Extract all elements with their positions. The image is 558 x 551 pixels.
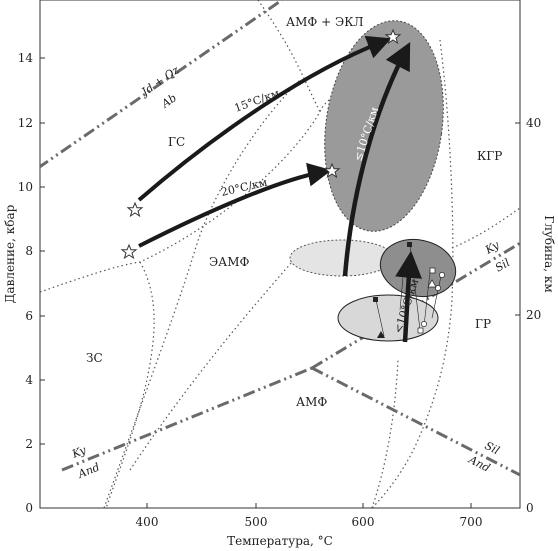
sample-square (373, 297, 378, 302)
y-tick-label: 8 (25, 244, 33, 258)
facies-label-amf: АМФ (296, 395, 327, 409)
x-ticks (146, 503, 472, 508)
y-tick-label: 10 (18, 180, 33, 194)
plot-frame (39, 0, 521, 509)
facies-label-amf-ekl: АМФ + ЭКЛ (286, 15, 364, 29)
y2-ticks (515, 122, 520, 509)
facies-boundary-gs-eamf (40, 87, 361, 293)
ellipse-small-light (337, 294, 439, 342)
facies-boundary-left-long (103, 79, 301, 508)
star-marker (126, 201, 144, 218)
y-tick-label: 4 (25, 373, 33, 387)
facies-boundary-kgr-gr (451, 207, 520, 249)
star-markers (120, 28, 402, 260)
sample-circle (439, 272, 445, 278)
x-tick-label: 700 (460, 515, 483, 529)
sample-circle (435, 285, 441, 291)
sample-square (407, 242, 412, 247)
reaction-label-sil-bottom: Sil (483, 439, 502, 457)
y-axis-title: Давление, кбар (3, 204, 17, 303)
star-marker (323, 162, 341, 179)
reaction-label-and-bottom: And (466, 453, 492, 475)
sample-square-open (429, 267, 436, 274)
y-tick-label: 2 (25, 437, 33, 451)
y-tick-label: 14 (18, 51, 34, 65)
ellipse-pale (289, 239, 395, 277)
facies-label-gs: ГС (168, 135, 185, 149)
reaction-line-sil-and (311, 366, 520, 477)
y-tick-label: 6 (25, 309, 33, 323)
facies-boundary-zs (105, 261, 155, 508)
y2-tick-label: 0 (526, 501, 534, 515)
pt-path-20 (138, 162, 332, 248)
ellipse-large-dark (324, 20, 444, 232)
sample-triangle-open (427, 279, 437, 288)
x-tick-label: 400 (136, 515, 159, 529)
reaction-label-ab: Ab (158, 91, 179, 111)
sample-triangle (377, 331, 385, 338)
facies-boundary-amf-ekl (257, 0, 321, 113)
pt-path-10-lower (395, 250, 423, 343)
y-tick-label: 0 (25, 501, 33, 515)
star-marker (384, 28, 402, 45)
sample-circle (421, 321, 427, 327)
facies-label-gr: ГР (475, 317, 491, 331)
reaction-line-jd-qz-ab (40, 0, 283, 169)
facies-label-zs: ЗС (86, 351, 103, 365)
reaction-label-ky-left: Ky (69, 443, 88, 461)
x-axis-title: Температура, °С (227, 534, 333, 548)
x-tick-label: 500 (245, 515, 268, 529)
y2-tick-label: 20 (526, 308, 541, 322)
y-ticks (40, 57, 45, 445)
pt-path-15 (137, 35, 392, 202)
y2-axis-title: Глубина, км (542, 215, 556, 292)
facies-label-kgr: КГР (477, 149, 502, 163)
facies-boundary-melting (371, 359, 399, 508)
star-marker (120, 243, 138, 260)
y-tick-label: 12 (18, 116, 33, 130)
facies-boundary-eamf-amf (129, 261, 293, 471)
facies-boundary-right (371, 39, 454, 508)
pt-path-10-upper (342, 42, 411, 277)
ellipse-small-medium (379, 238, 457, 298)
reaction-label-jd-qz: Jd + Qz (138, 63, 182, 99)
reaction-line-ky-and (61, 366, 313, 472)
y2-tick-label: 40 (526, 116, 541, 130)
facies-label-eamf: ЭАМФ (209, 255, 250, 269)
sample-square-open (417, 327, 424, 334)
reaction-label-and-left: And (75, 460, 101, 481)
x-tick-label: 600 (352, 515, 375, 529)
